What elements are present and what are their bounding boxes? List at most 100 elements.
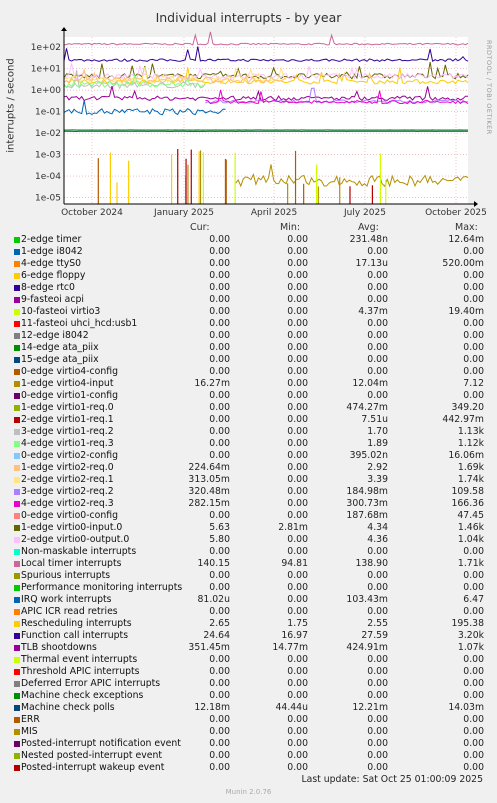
avg-value: 0.00 xyxy=(367,714,388,725)
legend-row: Posted-interrupt wakeup event 0.00 0.00 0.0… xyxy=(0,762,497,774)
legend-row: APIC ICR read retries 0.00 0.00 0.00 0.00 xyxy=(0,606,497,618)
legend-swatch xyxy=(14,657,20,663)
avg-value: 0.00 xyxy=(367,318,388,329)
min-value: 0.00 xyxy=(287,342,308,353)
x-tick-label: October 2025 xyxy=(425,208,487,218)
min-value: 0.00 xyxy=(287,366,308,377)
legend-series-name: 14-edge ata_piix xyxy=(21,342,99,353)
legend-series-name: 3-edge virtio2-req.2 xyxy=(21,486,114,497)
legend-series-name: Thermal event interrupts xyxy=(21,654,138,665)
avg-value: 0.00 xyxy=(367,570,388,581)
max-value: 0.00 xyxy=(463,342,484,353)
legend-row: Nested posted-interrupt event 0.00 0.00 0.0… xyxy=(0,750,497,762)
max-value: 1.07k xyxy=(457,642,484,653)
cur-value: 0.00 xyxy=(209,318,230,329)
series-line-4 xyxy=(63,63,469,80)
legend-series-name: Deferred Error APIC interrupts xyxy=(21,678,161,689)
min-value: 0.00 xyxy=(287,762,308,773)
avg-value: 0.00 xyxy=(367,366,388,377)
avg-value: 184.98m xyxy=(346,486,388,497)
legend-swatch xyxy=(14,501,20,507)
legend-row: Rescheduling interrupts 2.65 1.75 2.55 195.3… xyxy=(0,618,497,630)
max-value: 1.13k xyxy=(457,426,484,437)
legend-row: 4-edge ttyS0 0.00 0.00 17.13u 520.00m xyxy=(0,258,497,270)
munin-version: Munin 2.0.76 xyxy=(225,788,272,796)
chart-title: Individual interrupts - by year xyxy=(155,10,342,25)
avg-value: 231.48n xyxy=(349,234,388,245)
avg-value: 424.91m xyxy=(346,642,388,653)
cur-value: 0.00 xyxy=(209,666,230,677)
avg-value: 3.39 xyxy=(367,474,388,485)
avg-value: 12.21m xyxy=(352,702,388,713)
legend-row: Spurious interrupts 0.00 0.00 0.00 0.00 xyxy=(0,570,497,582)
legend-row: 0-edge virtio4-config 0.00 0.00 0.00 0.00 xyxy=(0,366,497,378)
legend-row: 0-edge virtio1-config 0.00 0.00 0.00 0.00 xyxy=(0,390,497,402)
avg-value: 0.00 xyxy=(367,606,388,617)
max-value: 0.00 xyxy=(463,246,484,257)
min-value: 0.00 xyxy=(287,534,308,545)
legend-row: Threshold APIC interrupts 0.00 0.00 0.00 0.0… xyxy=(0,666,497,678)
legend-swatch xyxy=(14,297,20,303)
legend-series-name: 2-edge virtio1-req.1 xyxy=(21,414,114,425)
cur-value: 0.00 xyxy=(209,726,230,737)
cur-value: 0.00 xyxy=(209,690,230,701)
max-value: 6.47 xyxy=(463,594,484,605)
legend-row: 9-fasteoi acpi 0.00 0.00 0.00 0.00 xyxy=(0,294,497,306)
avg-value: 103.43m xyxy=(346,594,388,605)
min-value: 0.00 xyxy=(287,306,308,317)
min-value: 0.00 xyxy=(287,462,308,473)
legend-swatch xyxy=(14,717,20,723)
legend-swatch xyxy=(14,513,20,519)
legend-series-name: 10-fasteoi virtio3 xyxy=(21,306,101,317)
min-value: 2.81m xyxy=(278,522,308,533)
cur-value: 81.02u xyxy=(197,594,230,605)
legend-series-name: 2-edge virtio2-req.1 xyxy=(21,474,114,485)
min-value: 0.00 xyxy=(287,426,308,437)
legend-series-name: Threshold APIC interrupts xyxy=(21,666,140,677)
legend-series-name: 0-edge virtio4-config xyxy=(21,366,119,377)
avg-value: 0.00 xyxy=(367,582,388,593)
cur-value: 5.63 xyxy=(209,522,230,533)
cur-value: 0.00 xyxy=(209,510,230,521)
cur-value: 0.00 xyxy=(209,234,230,245)
max-value: 0.00 xyxy=(463,330,484,341)
avg-value: 0.00 xyxy=(367,738,388,749)
legend-series-name: 1-edge virtio2-req.0 xyxy=(21,462,114,473)
legend-swatch xyxy=(14,321,20,327)
legend-row: Non-maskable interrupts 0.00 0.00 0.00 0.00 xyxy=(0,546,497,558)
legend-row: 11-fasteoi uhci_hcd:usb1 0.00 0.00 0.00 0.00 xyxy=(0,318,497,330)
legend-swatch xyxy=(14,453,20,459)
max-value: 0.00 xyxy=(463,762,484,773)
legend-swatch xyxy=(14,333,20,339)
max-value: 1.04k xyxy=(457,534,484,545)
x-tick-label: October 2024 xyxy=(61,208,123,218)
min-value: 0.00 xyxy=(287,450,308,461)
y-axis-arrow xyxy=(61,27,67,31)
avg-value: 12.04m xyxy=(352,378,388,389)
max-value: 0.00 xyxy=(463,546,484,557)
legend-series-name: Machine check polls xyxy=(21,702,115,713)
legend-series-name: TLB shootdowns xyxy=(21,642,97,653)
legend-series-name: ERR xyxy=(21,714,40,725)
legend-row: 1-edge i8042 0.00 0.00 0.00 0.00 xyxy=(0,246,497,258)
avg-value: 17.13u xyxy=(355,258,388,269)
series-line-11 xyxy=(205,87,469,104)
legend-row: Thermal event interrupts 0.00 0.00 0.00 0.00 xyxy=(0,654,497,666)
legend-swatch xyxy=(14,357,20,363)
legend-series-name: Spurious interrupts xyxy=(21,570,111,581)
avg-value: 2.92 xyxy=(367,462,388,473)
min-value: 0.00 xyxy=(287,318,308,329)
min-value: 94.81 xyxy=(281,558,308,569)
legend-swatch xyxy=(14,273,20,279)
min-value: 14.77m xyxy=(272,642,308,653)
last-update: Last update: Sat Oct 25 01:00:09 2025 xyxy=(301,774,483,785)
legend-swatch xyxy=(14,345,20,351)
cur-value: 0.00 xyxy=(209,270,230,281)
legend-series-name: 6-edge floppy xyxy=(21,270,86,281)
max-value: 0.00 xyxy=(463,690,484,701)
cur-value: 0.00 xyxy=(209,450,230,461)
legend-series-name: 2-edge timer xyxy=(21,234,82,245)
legend-series-name: APIC ICR read retries xyxy=(21,606,118,617)
max-value: 0.00 xyxy=(463,666,484,677)
legend-row: 1-edge virtio4-input 16.27m 0.00 12.04m 7.12 xyxy=(0,378,497,390)
